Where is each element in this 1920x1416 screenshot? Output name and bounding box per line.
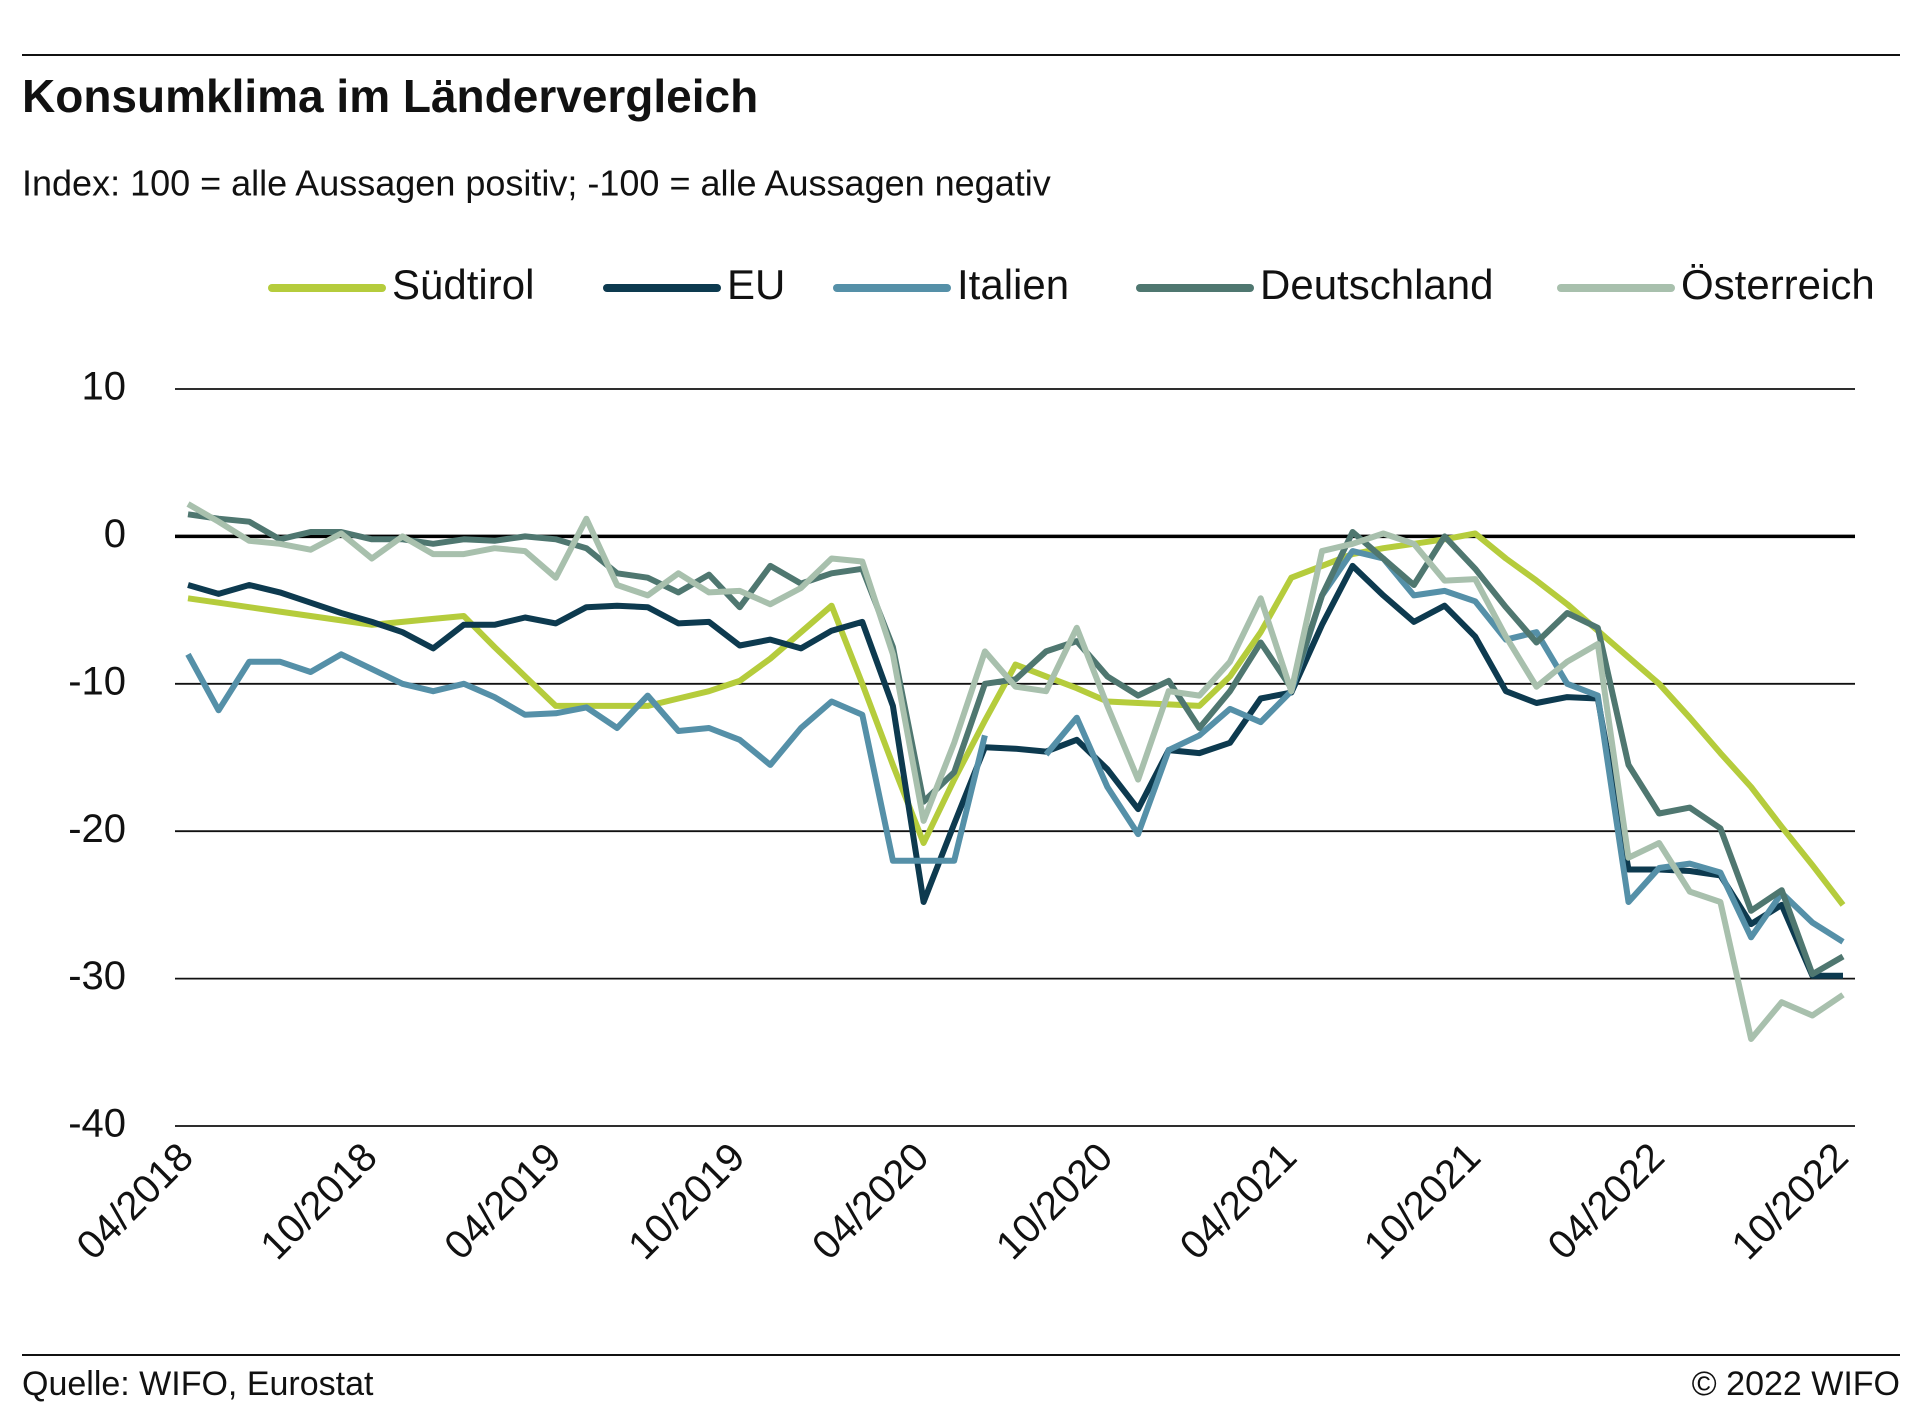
y-tick-label: 10 [82, 365, 127, 409]
x-tick-label: 04/2018 [68, 1135, 201, 1268]
y-tick-label: -40 [68, 1102, 126, 1146]
y-tick-label: -30 [68, 954, 126, 998]
chart-subtitle: Index: 100 = alle Aussagen positiv; -100… [22, 163, 1051, 204]
legend-label: Südtirol [392, 261, 534, 308]
x-tick-label: 10/2020 [988, 1135, 1121, 1268]
x-tick-label: 10/2018 [252, 1135, 385, 1268]
legend-label: EU [727, 261, 785, 308]
legend-label: Österreich [1681, 261, 1875, 308]
x-tick-label: 10/2022 [1723, 1135, 1856, 1268]
y-tick-label: -10 [68, 659, 126, 703]
x-tick-label: 04/2019 [436, 1135, 569, 1268]
legend-label: Deutschland [1260, 261, 1493, 308]
source: Quelle: WIFO, Eurostat [22, 1365, 374, 1403]
legend-label: Italien [957, 261, 1069, 308]
series-line [187, 562, 1843, 979]
chart-title: Konsumklima im Ländervergleich [22, 70, 758, 122]
x-tick-label: 04/2020 [804, 1135, 937, 1268]
series-line [187, 511, 1845, 978]
series-line [186, 501, 1845, 1042]
x-tick-label: 10/2021 [1356, 1135, 1489, 1268]
copyright: © 2022 WIFO [1692, 1365, 1900, 1403]
series-line [185, 548, 1845, 945]
series-line [187, 530, 1846, 907]
y-tick-label: -20 [68, 807, 126, 851]
x-tick-label: 04/2021 [1172, 1135, 1305, 1268]
x-tick-label: 04/2022 [1540, 1135, 1673, 1268]
y-tick-label: 0 [104, 512, 126, 556]
x-tick-label: 10/2019 [620, 1135, 753, 1268]
